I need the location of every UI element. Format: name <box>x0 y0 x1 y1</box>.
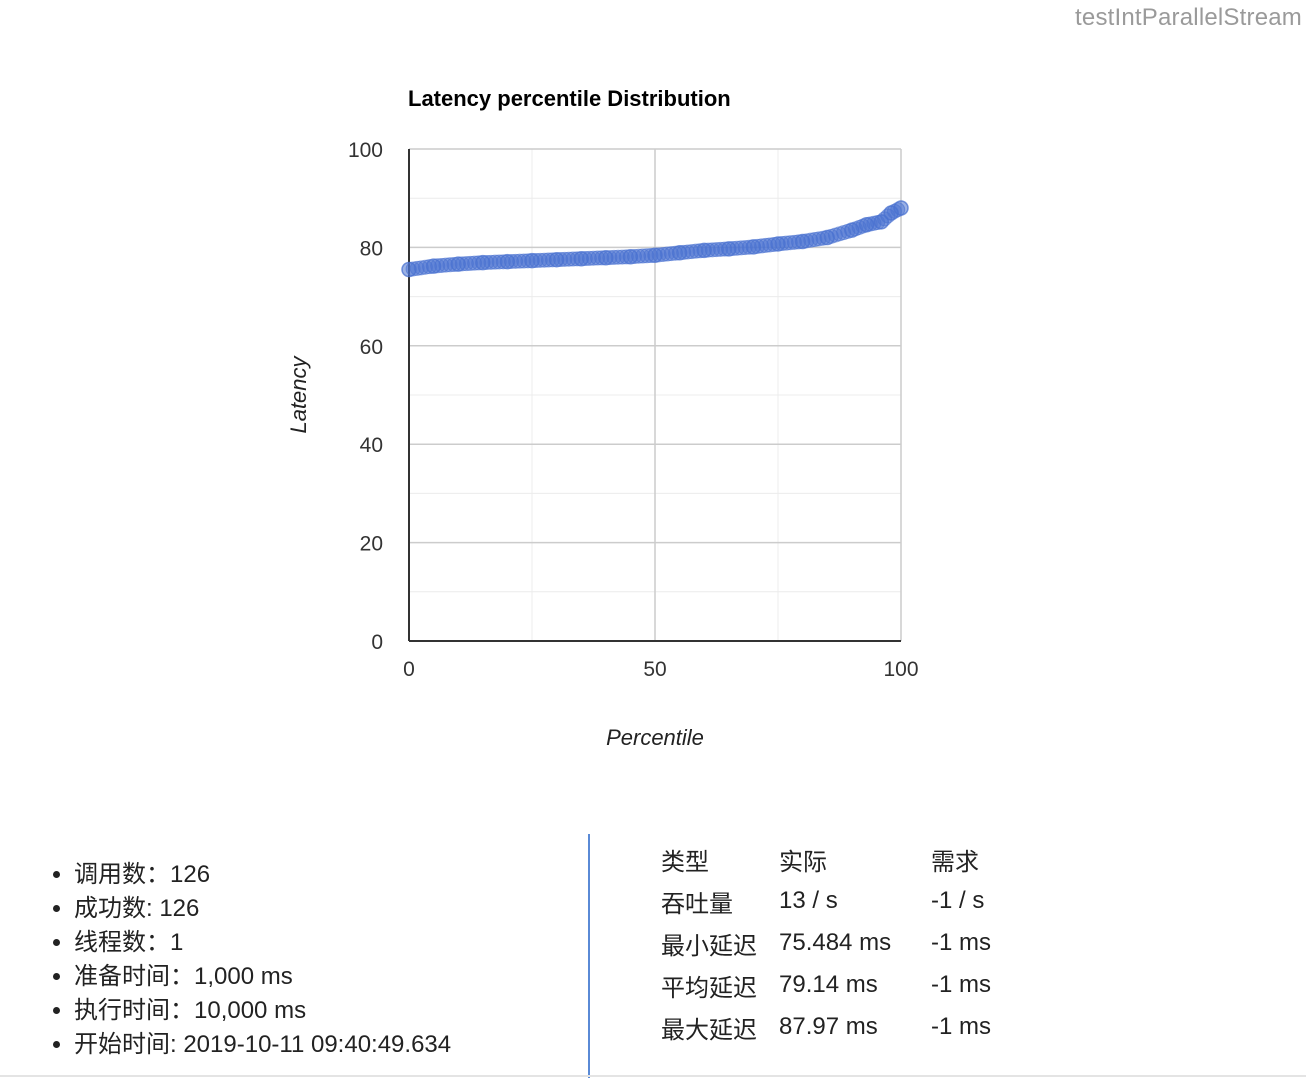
data-point <box>598 249 614 266</box>
y-tick-label: 0 <box>371 631 383 654</box>
data-point <box>750 238 765 254</box>
data-point <box>532 252 548 268</box>
data-point <box>434 257 450 273</box>
y-axis-label: Latency <box>286 354 311 433</box>
latency-chart: 0 50 100 0 20 40 60 80 100 Latency percentile Dis… <box>286 86 919 750</box>
data-point <box>528 253 544 269</box>
data-point <box>893 200 909 216</box>
metric-type: 最小延迟 <box>661 932 757 960</box>
data-point <box>671 245 688 261</box>
data-point <box>450 256 466 272</box>
data-point <box>721 241 737 257</box>
stat-threads: 线程数：1 <box>74 926 451 960</box>
metrics-row-avg-latency: 平均延迟 79.14 ms -1 ms <box>653 964 999 1006</box>
metric-actual: 75.484 ms <box>779 929 892 956</box>
data-point <box>504 254 519 270</box>
metric-actual: 87.97 ms <box>779 1013 878 1040</box>
page-title: testIntParallelStream <box>1075 4 1302 31</box>
data-point <box>700 242 716 258</box>
data-point <box>754 238 770 254</box>
data-point <box>680 244 696 260</box>
data-point <box>499 253 516 270</box>
data-point <box>479 254 495 270</box>
metric-actual: 13 / s <box>779 887 838 914</box>
x-tick-label: 50 <box>643 658 666 681</box>
metric-type: 最大延迟 <box>661 1016 757 1044</box>
data-point <box>606 249 622 265</box>
data-point <box>458 256 474 272</box>
header-required: 需求 <box>931 848 979 876</box>
data-point <box>631 248 647 264</box>
y-tick-label: 40 <box>360 434 383 457</box>
y-tick-label: 100 <box>348 139 383 162</box>
data-point <box>524 252 540 269</box>
data-point <box>553 252 569 268</box>
x-tick-label: 0 <box>403 658 415 681</box>
data-point <box>696 242 712 259</box>
y-tick-label: 60 <box>360 336 383 359</box>
data-point <box>577 251 593 267</box>
column-divider <box>588 834 590 1078</box>
metrics-row-min-latency: 最小延迟 75.484 ms -1 ms <box>653 922 999 964</box>
data-point <box>573 250 589 267</box>
header-type: 类型 <box>661 848 709 876</box>
data-point <box>548 251 565 268</box>
data-point <box>622 248 639 265</box>
data-point <box>704 242 720 258</box>
data-point <box>602 250 618 266</box>
data-point <box>508 253 524 269</box>
metrics-row-throughput: 吞吐量 13 / s -1 / s <box>653 880 999 922</box>
metrics-row-max-latency: 最大延迟 87.97 ms -1 ms <box>653 1006 999 1048</box>
stat-calls: 调用数：126 <box>74 858 451 892</box>
stat-exec-time: 执行时间：10,000 ms <box>74 994 451 1028</box>
data-point <box>655 246 671 262</box>
data-point <box>581 250 597 266</box>
x-tick-label: 100 <box>883 658 918 681</box>
data-point <box>627 249 642 265</box>
metric-type: 平均延迟 <box>661 974 757 1002</box>
metric-required: -1 ms <box>931 1013 991 1040</box>
data-point <box>770 236 786 252</box>
data-point <box>774 236 790 252</box>
metrics-header-row: 类型 实际 需求 <box>653 838 999 880</box>
data-point <box>425 258 442 274</box>
x-axis-label: Percentile <box>606 725 704 750</box>
data-point <box>557 251 573 267</box>
data-point <box>454 256 470 272</box>
metric-actual: 79.14 ms <box>779 971 878 998</box>
y-tick-label: 20 <box>360 533 383 556</box>
data-point <box>475 254 491 271</box>
data-point <box>483 254 499 270</box>
data-point <box>647 247 663 264</box>
stats-list: 调用数：126 成功数: 126 线程数：1 准备时间：1,000 ms 执行时… <box>42 858 451 1062</box>
y-tick-label: 80 <box>360 237 383 260</box>
metric-required: -1 / s <box>931 887 985 914</box>
metrics-table: 类型 实际 需求 吞吐量 13 / s -1 / s 最小延迟 75.484 m… <box>653 838 999 1048</box>
data-point <box>725 241 741 257</box>
chart-title: Latency percentile Distribution <box>408 86 731 111</box>
header-actual: 实际 <box>779 848 827 876</box>
data-point <box>676 244 692 260</box>
stat-start-time: 开始时间: 2019-10-11 09:40:49.634 <box>74 1028 451 1062</box>
data-point <box>430 258 446 274</box>
data-point <box>778 235 794 251</box>
data-point <box>745 239 762 255</box>
data-point <box>651 247 667 263</box>
bottom-rule <box>0 1075 1306 1077</box>
metric-required: -1 ms <box>931 929 991 956</box>
metric-type: 吞吐量 <box>661 890 733 918</box>
stat-warmup-time: 准备时间：1,000 ms <box>74 960 451 994</box>
metric-required: -1 ms <box>931 971 991 998</box>
data-point <box>729 240 745 256</box>
stat-success: 成功数: 126 <box>74 892 451 926</box>
